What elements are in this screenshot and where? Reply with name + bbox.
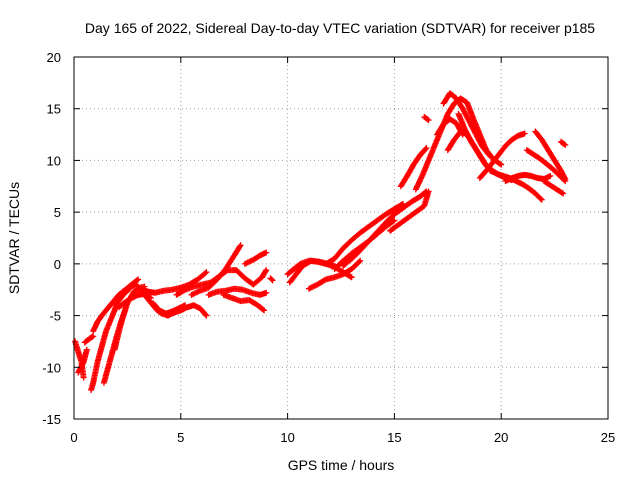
data-point-markers [188,242,244,298]
series-arc-34 [502,171,554,185]
series-arc-24 [387,188,432,234]
x-tick-label: 15 [387,430,401,445]
x-tick-label: 10 [280,430,294,445]
data-points [72,90,569,393]
data-point-markers [220,291,268,314]
data-point-markers [387,188,432,234]
x-axis-label: GPS time / hours [288,457,395,473]
series-arc-21 [323,200,406,267]
series-arc-03 [81,333,97,346]
series-arc-38 [558,138,569,148]
data-point-markers [532,128,569,183]
chart-title: Day 165 of 2022, Sidereal Day-to-day VTE… [85,20,595,36]
series-arc-02 [75,346,90,376]
series-arc-05 [90,276,142,335]
y-tick-label: -10 [42,360,61,375]
series-arc-17 [267,275,276,284]
y-tick-label: 20 [47,50,61,65]
data-point-markers [323,200,406,267]
y-tick-label: -5 [49,309,61,324]
data-point-markers [90,276,142,335]
data-point-markers [421,114,432,124]
data-point-markers [306,257,364,292]
series-arc-37 [540,178,567,197]
x-tick-label: 20 [494,430,508,445]
data-point-markers [558,138,569,148]
series-arc-32 [476,130,528,181]
series-arc-25 [397,145,430,190]
y-tick-label: -15 [42,412,61,427]
series-arc-27 [421,114,432,124]
series-arc-10 [150,300,189,317]
y-axis-label: SDTVAR / TECUs [6,182,22,294]
data-point-markers [476,130,528,181]
axis-ticks [73,56,609,420]
series-arc-20 [306,257,364,292]
series-arc-13 [188,242,244,298]
grid [74,57,608,419]
x-tick-label: 5 [177,430,184,445]
data-point-markers [397,145,430,190]
y-tick-label: 15 [47,102,61,117]
x-tick-label: 25 [601,430,615,445]
data-point-markers [81,333,97,346]
data-point-markers [150,300,189,317]
y-tick-label: 0 [54,257,61,272]
series-arc-16 [241,249,270,267]
series-arc-36 [532,128,569,183]
data-point-markers [540,178,567,197]
y-tick-label: 10 [47,153,61,168]
data-point-markers [502,171,554,185]
series-arc-14 [205,285,270,298]
data-point-markers [241,249,270,267]
data-point-markers [267,275,276,284]
data-point-markers [340,188,430,269]
x-tick-label: 0 [70,430,77,445]
series-arc-11 [139,269,210,296]
y-tick-label: 5 [54,205,61,220]
x-tick-labels: 0 5 10 15 20 25 [70,430,615,445]
y-tick-labels: -15 -10 -5 0 5 10 15 20 [42,50,61,427]
plot-frame [73,56,609,420]
data-point-markers [75,346,90,376]
series-arc-23 [340,188,430,269]
data-point-markers [139,269,210,296]
series-arc-15 [220,291,268,314]
data-point-markers [205,285,270,298]
